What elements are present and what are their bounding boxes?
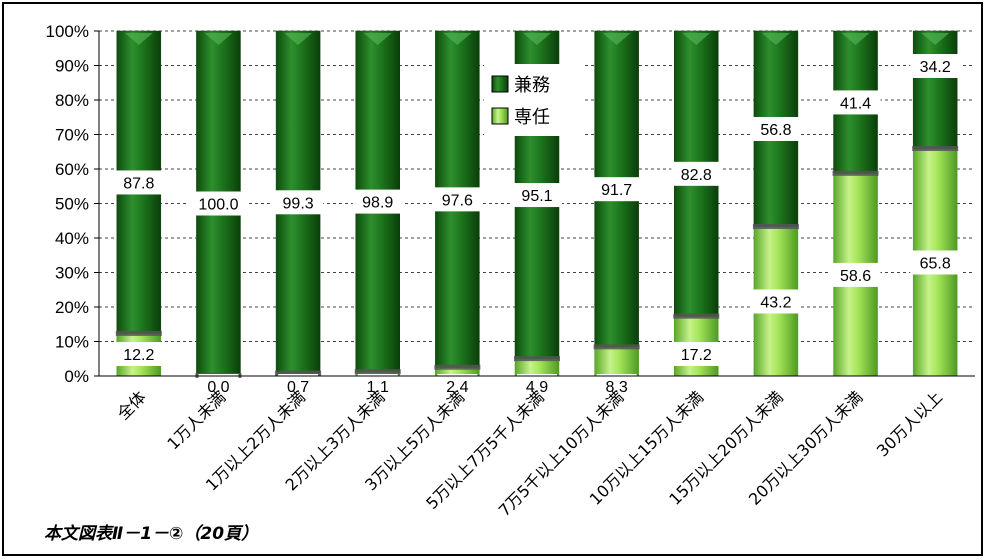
data-label-sennin-bg <box>198 374 239 398</box>
y-tick-label: 80% <box>55 91 89 110</box>
data-label-kenmu-bg <box>591 177 642 202</box>
data-label-sennin-bg <box>910 250 961 275</box>
segment-separator <box>673 313 720 319</box>
data-label-kenmu-bg <box>352 189 403 214</box>
y-tick-label: 20% <box>55 298 89 317</box>
y-tick-label: 50% <box>55 195 89 214</box>
y-tick-label: 40% <box>55 229 89 248</box>
data-label-kenmu-bg <box>273 190 324 215</box>
segment-separator <box>593 344 640 350</box>
data-label-kenmu-bg <box>750 116 801 141</box>
data-label-sennin-bg <box>517 374 557 398</box>
data-label-kenmu: 82.8 <box>681 167 712 184</box>
data-label-sennin: 65.8 <box>920 255 951 272</box>
bar-cap <box>841 33 870 45</box>
data-label-kenmu: 98.9 <box>362 195 393 212</box>
data-label-sennin: 12.2 <box>123 347 154 364</box>
data-label-kenmu: 87.8 <box>123 175 154 192</box>
legend-swatch <box>491 75 509 93</box>
bar-cap <box>602 33 631 45</box>
data-label-sennin-bg <box>113 342 164 366</box>
data-label-kenmu: 56.8 <box>760 122 791 139</box>
data-label-kenmu-bg <box>910 54 961 78</box>
data-label-sennin: 8.3 <box>606 379 628 396</box>
legend-label: 専任 <box>514 107 550 128</box>
segment-separator <box>354 369 401 375</box>
legend-label: 兼務 <box>514 75 550 96</box>
segment-separator <box>752 223 799 229</box>
data-label-sennin: 2.4 <box>446 379 468 396</box>
data-label-kenmu: 95.1 <box>521 188 552 205</box>
bar-cap <box>204 33 233 45</box>
bar-cap <box>124 33 153 45</box>
data-label-kenmu-bg <box>830 90 881 115</box>
bar-kenmu <box>912 30 958 150</box>
data-label-sennin: 0.7 <box>287 379 309 396</box>
segment-separator <box>832 170 879 176</box>
bar-cap <box>443 33 472 45</box>
data-label-sennin-bg <box>830 262 881 287</box>
y-tick-label: 10% <box>55 333 89 352</box>
data-label-kenmu: 34.2 <box>920 59 951 76</box>
data-label-sennin-bg <box>278 374 319 398</box>
data-label-sennin: 1.1 <box>367 379 389 396</box>
data-label-kenmu-bg <box>188 191 249 216</box>
x-category-label: 全体 <box>114 387 150 423</box>
bar-cap <box>363 33 392 45</box>
data-label-sennin-bg <box>357 374 398 398</box>
bar-cap <box>523 33 551 45</box>
y-tick-label: 0% <box>64 367 89 386</box>
data-label-sennin: 17.2 <box>681 347 712 364</box>
data-label-kenmu: 100.0 <box>198 197 238 214</box>
data-label-kenmu: 91.7 <box>601 182 632 199</box>
y-tick-label: 60% <box>55 160 89 179</box>
x-category-label: 30万人以上 <box>873 387 946 460</box>
data-label-sennin-bg <box>437 374 478 398</box>
segment-separator <box>912 145 959 151</box>
data-label-kenmu: 41.4 <box>840 95 871 112</box>
data-label-kenmu-bg <box>432 187 483 212</box>
bar-cap <box>921 33 950 45</box>
data-label-kenmu: 99.3 <box>283 195 314 212</box>
data-label-sennin: 0.0 <box>207 379 229 396</box>
data-label-kenmu-bg <box>512 183 562 208</box>
data-label-kenmu-bg <box>113 170 164 195</box>
legend-swatch <box>491 107 509 125</box>
segment-separator <box>275 370 322 376</box>
data-label-kenmu: 97.6 <box>442 192 473 209</box>
segment-separator <box>115 330 162 336</box>
bar-cap <box>682 33 711 45</box>
data-label-sennin-bg <box>750 289 801 314</box>
bar-cap <box>761 33 790 45</box>
data-label-sennin-bg <box>671 342 722 366</box>
data-label-sennin: 58.6 <box>840 268 871 285</box>
data-label-sennin: 4.9 <box>526 379 548 396</box>
y-tick-label: 90% <box>55 57 89 76</box>
segment-separator <box>514 356 560 362</box>
bar-sennin <box>594 347 639 377</box>
y-tick-label: 100% <box>46 22 89 41</box>
figure-caption: 本文図表Ⅱ－1－②（20頁） <box>44 524 259 544</box>
data-label-sennin-bg <box>596 374 637 398</box>
data-label-sennin: 43.2 <box>760 294 791 311</box>
y-tick-label: 70% <box>55 126 89 145</box>
y-tick-label: 30% <box>55 264 89 283</box>
bar-sennin <box>514 358 560 377</box>
segment-separator <box>434 364 481 370</box>
data-label-kenmu-bg <box>671 161 722 186</box>
x-category-label: 1万人未満 <box>163 387 229 453</box>
stacked-bar-chart: 87.8 12.2 100.0 0.0 99.3 0.7 98.9 1.1 97.6 2.4 95.… <box>46 22 975 520</box>
bar-cap <box>284 33 313 45</box>
